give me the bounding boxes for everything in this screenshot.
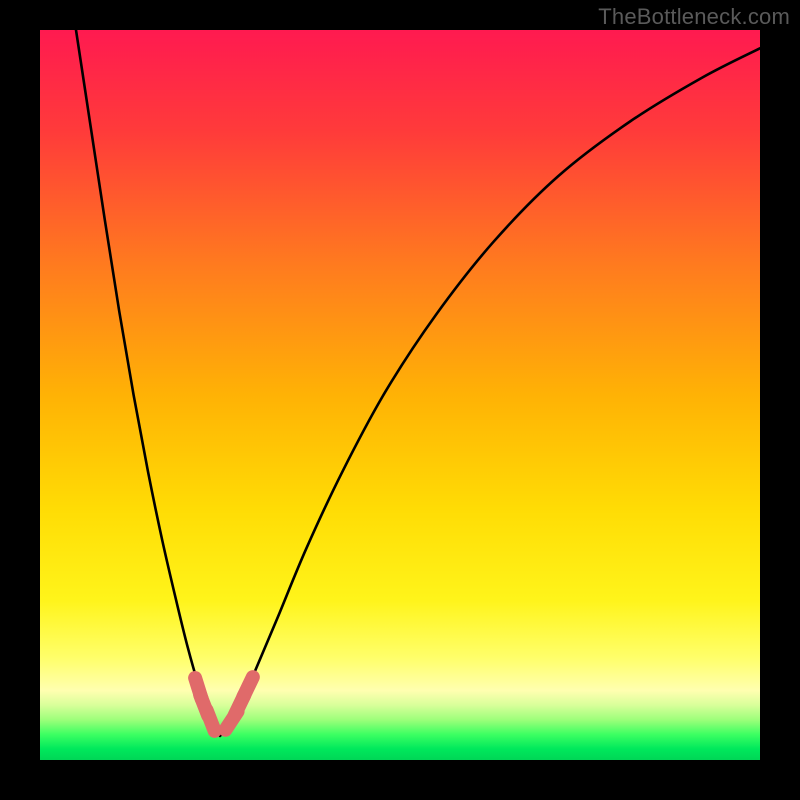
v-curve-right-branch (220, 48, 760, 736)
curve-marker (234, 668, 262, 707)
curve-marker (198, 701, 224, 740)
v-curve-left-branch (76, 30, 220, 736)
curve-layer (40, 30, 760, 760)
plot-area (40, 30, 760, 760)
watermark-text: TheBottleneck.com (598, 4, 790, 30)
chart-root: TheBottleneck.com (0, 0, 800, 800)
